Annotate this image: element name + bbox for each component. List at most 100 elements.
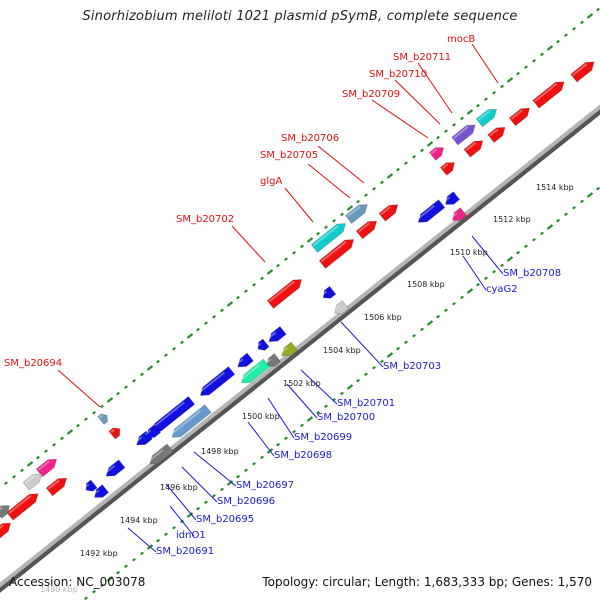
gc-inner-dot <box>186 512 194 518</box>
gene-fwd-8-body <box>428 147 444 161</box>
gene-fwd-10 <box>378 204 399 222</box>
scale-label-1500: 1500 kbp <box>242 412 280 421</box>
gc-outer-dot <box>380 180 384 185</box>
gc-inner-dot <box>484 276 488 281</box>
gene-fwd-1 <box>570 61 595 83</box>
gene-fwd-17-body <box>108 427 121 440</box>
gene-label-SM_b20696[interactable]: SM_b20696 <box>217 496 275 507</box>
gc-outer-dot <box>586 13 594 19</box>
gene-label-mocB[interactable]: mocB <box>447 34 475 45</box>
leader-line <box>340 321 384 368</box>
gene-fwd-4-body <box>487 126 506 144</box>
gc-skew-track-inner <box>84 186 600 600</box>
gene-fwd-5-body <box>475 108 498 128</box>
gc-outer-dot <box>524 65 528 70</box>
gene-rev-18-body <box>105 459 126 477</box>
gene-fwd-1-shine <box>572 63 588 76</box>
gc-outer-dot <box>420 148 424 153</box>
gc-outer-dot <box>204 321 208 326</box>
gene-label-SM_b20694[interactable]: SM_b20694 <box>4 358 62 369</box>
gene-fwd-5 <box>475 108 498 128</box>
gc-inner-dot <box>196 506 200 511</box>
gene-label-cyaG2[interactable]: cyaG2 <box>486 284 518 295</box>
gc-outer-dot <box>516 71 520 76</box>
gene-rev-9-shine <box>264 358 272 365</box>
gc-inner-dot <box>84 596 88 600</box>
gene-label-SM_b20708[interactable]: SM_b20708 <box>503 268 561 279</box>
gene-rev-18-shine <box>104 465 116 475</box>
gene-label-SM_b20706[interactable]: SM_b20706 <box>281 133 339 144</box>
gene-rev-19 <box>92 484 110 498</box>
scale-label-1512: 1512 kbp <box>493 215 531 224</box>
gene-label-SM_b20691[interactable]: SM_b20691 <box>156 546 214 557</box>
gene-label-SM_b20695[interactable]: SM_b20695 <box>196 514 254 525</box>
gc-inner-dot <box>580 199 584 204</box>
gc-outer-dot <box>196 327 200 332</box>
gene-label-SM_b20699[interactable]: SM_b20699 <box>294 432 352 443</box>
gene-rev-9-body <box>266 353 282 367</box>
gc-inner-dot <box>132 557 136 562</box>
gene-fwd-21 <box>6 493 39 521</box>
gene-fwd-4 <box>487 126 506 144</box>
gene-label-SM_b20698[interactable]: SM_b20698 <box>274 450 332 461</box>
gc-outer-dot <box>26 461 34 467</box>
leader-line <box>417 62 453 114</box>
gc-outer-dot <box>292 250 296 255</box>
gene-label-SM_b20701[interactable]: SM_b20701 <box>337 398 395 409</box>
gene-label-SM_b20710[interactable]: SM_b20710 <box>369 69 427 80</box>
gene-fwd-12-shine <box>346 205 361 218</box>
gene-fwd-13-shine <box>312 224 339 247</box>
gc-outer-dot <box>146 365 154 371</box>
gc-outer-dot <box>124 385 128 390</box>
gene-label-SM_b20705[interactable]: SM_b20705 <box>260 150 318 161</box>
gc-outer-dot <box>276 263 280 268</box>
gc-inner-dot <box>540 231 544 236</box>
gc-inner-dot <box>564 212 568 217</box>
gc-outer-dot <box>172 346 176 351</box>
gene-rev-11 <box>236 352 254 368</box>
gene-rev-10-body <box>240 358 271 384</box>
gc-inner-dot <box>452 301 456 306</box>
gc-inner-dot <box>364 372 368 377</box>
gc-inner-dot <box>100 583 104 588</box>
gene-label-SM_b20700[interactable]: SM_b20700 <box>317 412 375 423</box>
gene-rev-19-shine <box>92 489 100 496</box>
gc-outer-dot <box>556 39 560 44</box>
gc-outer-dot <box>492 90 496 95</box>
gene-rev-13-body <box>171 404 212 438</box>
gene-fwd-2-shine <box>534 83 558 103</box>
gc-outer-dot <box>546 45 554 51</box>
gene-fwd-20-shine <box>47 479 60 490</box>
gc-outer-dot <box>476 103 480 108</box>
gc-outer-dot <box>412 154 416 159</box>
gene-rev-4 <box>321 285 337 299</box>
gene-rev-6-shine <box>267 331 277 340</box>
gene-rev-20-body <box>85 479 98 492</box>
gene-fwd-14 <box>318 239 355 269</box>
leader-line <box>267 397 295 439</box>
gc-inner-dot <box>596 186 600 191</box>
gene-rev-8 <box>280 341 298 357</box>
gc-outer-dot <box>372 186 376 191</box>
gene-label-glgA[interactable]: glgA <box>260 176 282 187</box>
gene-label-idnO1[interactable]: idnO1 <box>176 530 206 541</box>
gene-fwd-18-shine <box>37 460 50 471</box>
gene-fwd-22-shine <box>0 506 4 513</box>
gene-rev-11-body <box>237 352 254 368</box>
gene-fwd-6 <box>451 124 476 146</box>
gene-fwd-16 <box>97 413 108 425</box>
gene-label-SM_b20703[interactable]: SM_b20703 <box>383 361 441 372</box>
gene-rev-4-body <box>322 285 337 299</box>
gene-label-SM_b20702[interactable]: SM_b20702 <box>176 214 234 225</box>
gene-label-SM_b20711[interactable]: SM_b20711 <box>393 52 451 63</box>
scale-label-1502: 1502 kbp <box>283 379 321 388</box>
gene-fwd-11 <box>355 220 378 240</box>
gene-label-SM_b20697[interactable]: SM_b20697 <box>236 480 294 491</box>
gene-rev-12-body <box>199 366 236 396</box>
gc-inner-dot <box>244 468 248 473</box>
accession-text: Accession: NC_003078 <box>9 575 146 589</box>
gc-inner-dot <box>516 250 520 255</box>
gene-rev-12-shine <box>198 371 225 394</box>
gc-inner-dot <box>546 224 554 230</box>
gene-label-SM_b20709[interactable]: SM_b20709 <box>342 89 400 100</box>
